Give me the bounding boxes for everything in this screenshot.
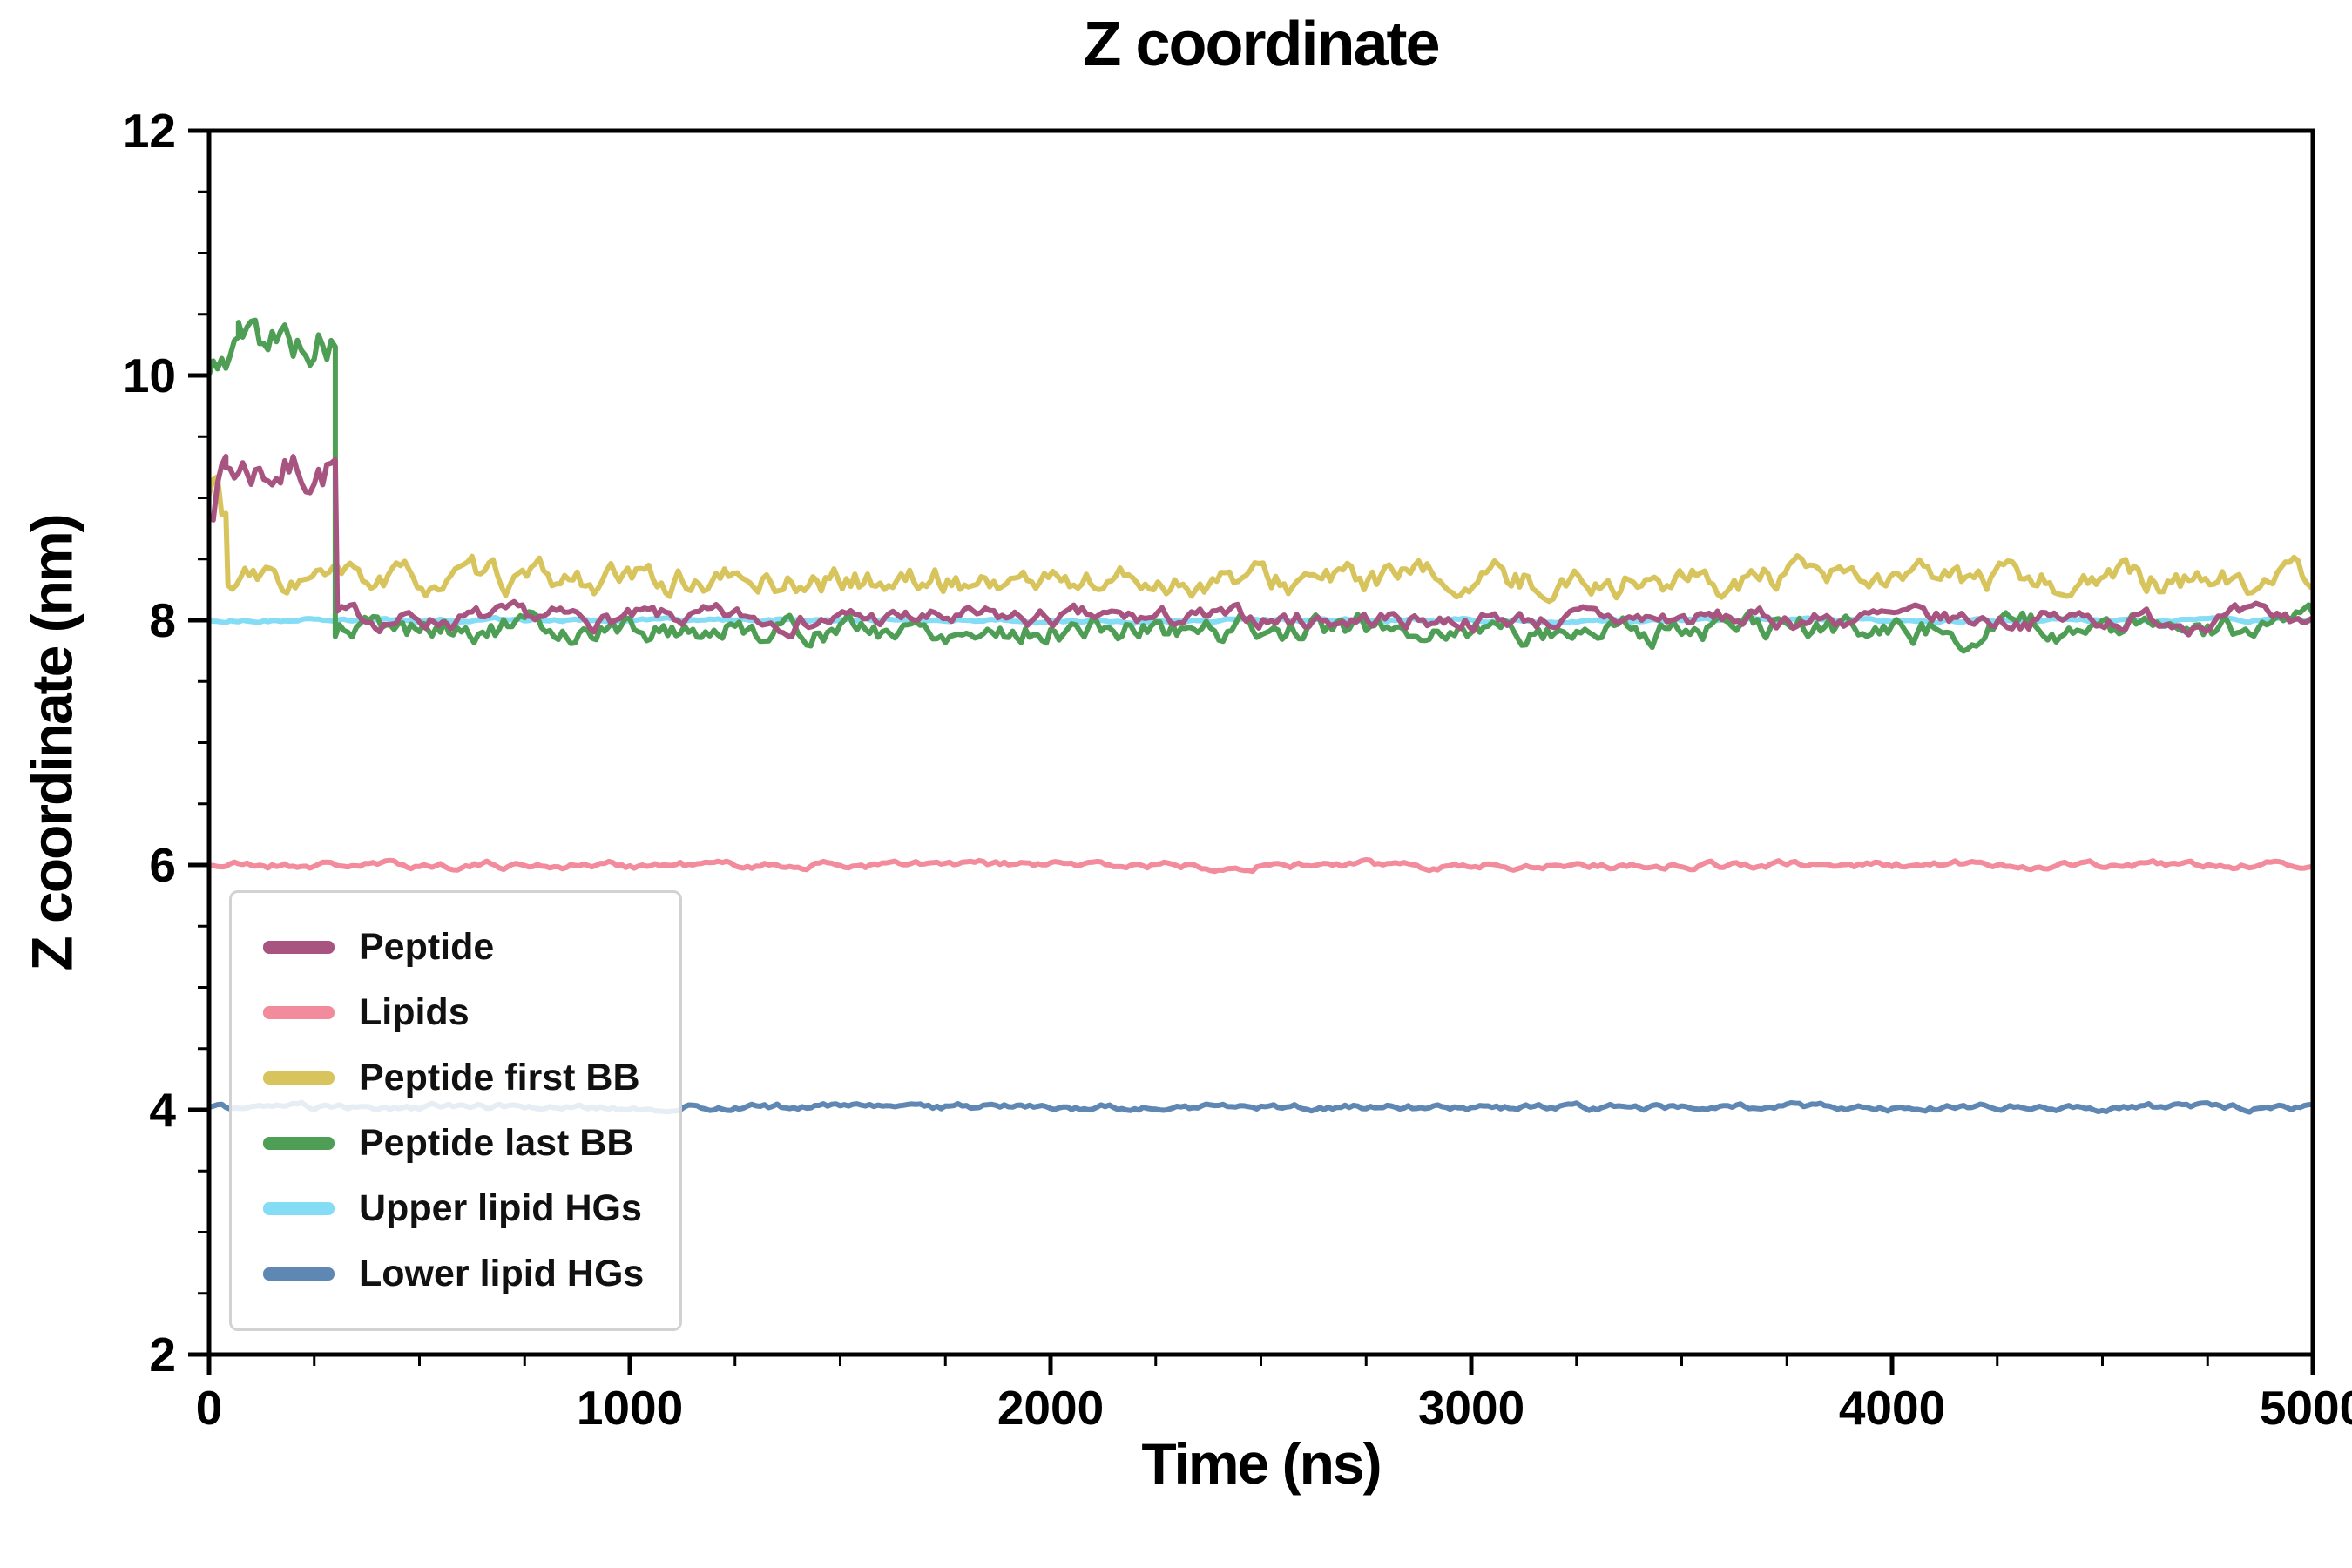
x-tick-label: 2000 (997, 1381, 1104, 1435)
y-tick-label: 2 (149, 1328, 176, 1382)
legend-swatch (263, 1137, 335, 1150)
series-line-peptide-last-bb (209, 317, 2313, 654)
series-group (209, 317, 2313, 1115)
legend-swatch (263, 941, 335, 954)
y-tick-label: 10 (123, 348, 176, 402)
legend-item-label: Lipids (359, 991, 470, 1033)
legend-item: Lower lipid HGs (263, 1253, 648, 1295)
x-tick-label: 3000 (1418, 1381, 1524, 1435)
legend-item-label: Peptide last BB (359, 1122, 634, 1164)
legend-swatch (263, 1071, 335, 1085)
legend-item-label: Peptide (359, 926, 495, 968)
legend-item-label: Lower lipid HGs (359, 1253, 645, 1294)
chart-title: Z coordinate (1083, 10, 1440, 79)
legend-item: Peptide (263, 926, 648, 969)
x-tick-label: 5000 (2260, 1381, 2352, 1435)
series-line-peptide-first-bb (209, 474, 2313, 605)
y-tick-label: 12 (123, 104, 176, 158)
x-axis-label: Time (ns) (1141, 1431, 1382, 1496)
legend-swatch (263, 1006, 335, 1019)
legend-item: Peptide first BB (263, 1057, 648, 1099)
legend-item-label: Peptide first BB (359, 1057, 640, 1098)
y-tick-label: 8 (149, 593, 176, 647)
legend-item: Lipids (263, 991, 648, 1034)
x-tick-label: 1000 (577, 1381, 683, 1435)
legend-item: Peptide last BB (263, 1122, 648, 1165)
ticks-group: 0 1000 2000 3000 4000 5000 2 4 6 8 10 12 (123, 104, 2352, 1435)
legend-swatch (263, 1202, 335, 1215)
x-tick-label: 4000 (1839, 1381, 1945, 1435)
legend-item: Upper lipid HGs (263, 1187, 648, 1230)
axes-frame (206, 128, 2315, 1357)
legend-swatch (263, 1267, 335, 1281)
series-line-peptide (209, 454, 2313, 639)
x-tick-label: 0 (196, 1381, 223, 1435)
legend: Peptide Lipids Peptide first BB Peptide las… (229, 890, 682, 1331)
y-tick-label: 4 (149, 1083, 176, 1137)
series-line-lipids (209, 857, 2313, 875)
legend-item-label: Upper lipid HGs (359, 1187, 642, 1229)
y-tick-label: 6 (149, 838, 176, 892)
